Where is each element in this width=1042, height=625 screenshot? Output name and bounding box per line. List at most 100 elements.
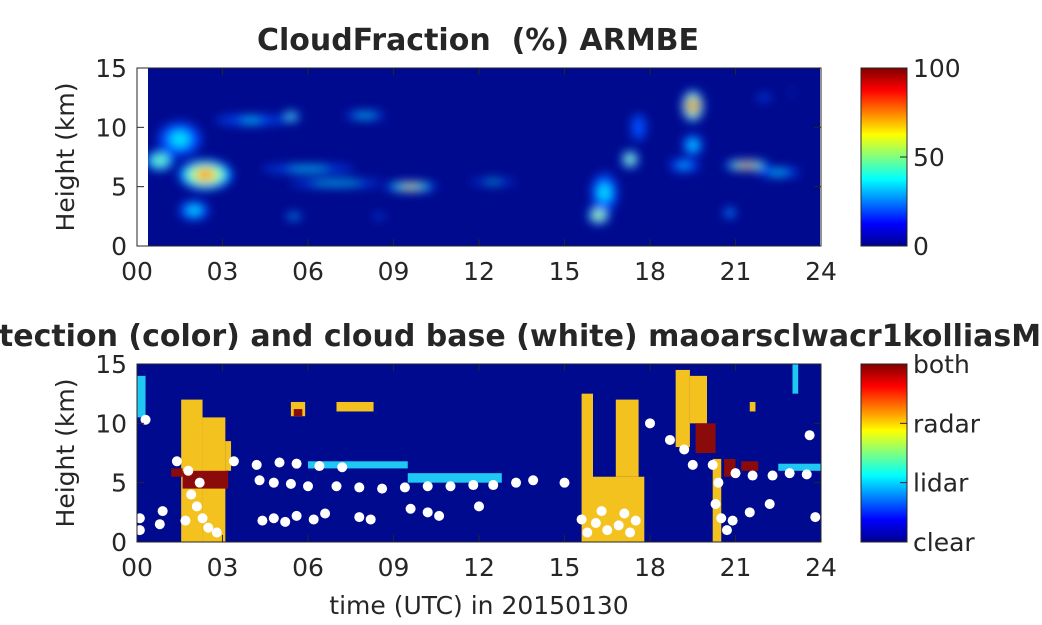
cloud-fraction-contour <box>768 170 788 175</box>
y-tick-label: 15 <box>95 54 127 83</box>
detection-radar-region <box>225 441 232 471</box>
detection-both-region <box>741 461 759 471</box>
cloud-base-point <box>331 481 342 492</box>
y-tick-label: 10 <box>95 409 127 438</box>
cloud-base-point <box>365 514 376 525</box>
x-tick-label: 09 <box>378 257 410 286</box>
cloud-base-point <box>801 469 812 480</box>
colorbar-tick-label: 50 <box>913 143 945 172</box>
cloud-base-point <box>354 512 365 523</box>
x-tick-label: 09 <box>378 553 410 582</box>
detection-both-region <box>724 458 736 477</box>
detection-lidar-region <box>778 463 821 471</box>
cloud-base-point <box>314 461 325 472</box>
cloud-fraction-contour <box>727 210 732 215</box>
cloud-base-point <box>405 503 416 514</box>
y-tick-label: 0 <box>111 232 127 261</box>
y-tick-label: 5 <box>111 469 127 498</box>
x-tick-label: 00 <box>121 257 153 286</box>
cloud-base-point <box>687 459 698 470</box>
cloud-base-point <box>422 507 433 518</box>
detection-lidar-region <box>137 375 146 418</box>
cloud-base-point <box>764 499 775 510</box>
detection-lidar-region <box>407 473 502 483</box>
cloud-base-point <box>183 465 194 476</box>
cloud-base-point <box>625 527 636 538</box>
detection-both-region <box>293 409 303 417</box>
cloud-fraction-contour <box>198 171 213 179</box>
detection-radar-region <box>675 369 690 448</box>
cloud-fraction-contour <box>403 184 418 189</box>
cloud-fraction-contour <box>688 140 698 150</box>
cloud-base-point <box>280 516 291 527</box>
detection-regions <box>137 364 821 542</box>
x-tick-label: 12 <box>463 553 495 582</box>
cloud-base-point <box>468 480 479 491</box>
cloud-base-point <box>559 477 570 488</box>
cloud-base-point <box>713 477 724 488</box>
cloud-base-point <box>511 477 522 488</box>
detection-both-region <box>171 468 183 477</box>
cloud-base-point <box>186 489 197 500</box>
cloud-fraction-contour <box>153 156 166 165</box>
x-tick-label: 03 <box>207 553 239 582</box>
colorbar-tick-label: radar <box>913 409 981 438</box>
cloud-base-point <box>157 506 168 517</box>
cloud-base-point <box>191 501 202 512</box>
colorbar-tick-label: clear <box>913 528 975 557</box>
cloud-base-point <box>710 499 721 510</box>
y-tick-label: 0 <box>111 528 127 557</box>
cloud-base-point <box>747 470 758 481</box>
cloud-base-point <box>474 501 484 512</box>
cloud-base-point <box>268 513 279 524</box>
cloud-base-point <box>434 510 445 521</box>
cloud-base-point <box>268 477 279 488</box>
cloud-base-point <box>399 482 410 493</box>
cloud-fraction-contour <box>790 89 795 94</box>
cloud-base-point <box>274 457 285 468</box>
cloud-base-point <box>596 506 607 517</box>
cloud-base-point <box>422 481 433 492</box>
cloud-base-point <box>721 525 732 536</box>
cloud-base-point <box>291 458 302 469</box>
colorbar-tick-label: both <box>913 350 970 379</box>
cloud-base-point <box>228 456 239 467</box>
cloud-base-point <box>707 459 718 470</box>
detection-radar-region <box>689 375 707 424</box>
cloud-fraction-contour <box>372 214 386 219</box>
cloud-base-point <box>154 519 165 530</box>
cloud-fraction-plot-area <box>148 68 820 246</box>
detection-colorbar-ticks: clear lidar radar both <box>900 350 981 557</box>
detection-panel: tection (color) and cloud base (white) m… <box>0 319 1041 620</box>
cloud-base-point <box>645 418 655 429</box>
cloud-fraction-x-ticks: 00 03 06 09 12 15 18 21 24 <box>121 68 837 286</box>
x-tick-label: 06 <box>292 257 324 286</box>
y-tick-label: 5 <box>111 173 127 202</box>
detection-lidar-region <box>308 461 408 469</box>
cloud-base-point <box>211 527 222 538</box>
cloud-fraction-contour <box>354 113 376 118</box>
detection-title: tection (color) and cloud base (white) m… <box>0 319 1041 354</box>
cloud-base-point <box>137 513 145 524</box>
cloud-base-point <box>251 459 262 470</box>
cloud-fraction-y-axis-label: Height (km) <box>51 83 80 232</box>
cloud-base-point <box>613 520 624 531</box>
cloud-base-point <box>602 525 613 536</box>
x-tick-label: 06 <box>292 553 324 582</box>
cloud-base-point <box>716 513 727 524</box>
cloud-fraction-contour <box>741 163 753 168</box>
cloud-base-point <box>488 480 499 491</box>
cloud-fraction-contour <box>290 214 298 219</box>
y-tick-label: 10 <box>95 113 127 142</box>
x-tick-label: 18 <box>634 257 666 286</box>
cloud-base-points <box>137 414 821 538</box>
cloud-base-point <box>203 522 214 533</box>
cloud-base-point <box>354 482 365 493</box>
detection-plot-area <box>137 364 821 542</box>
cloud-fraction-contour <box>628 157 633 162</box>
cloud-fraction-contour <box>486 179 501 184</box>
cloud-fraction-contour <box>756 95 772 101</box>
cloud-base-point <box>767 470 778 481</box>
cloud-fraction-contour <box>690 103 695 109</box>
x-tick-label: 00 <box>121 553 153 582</box>
